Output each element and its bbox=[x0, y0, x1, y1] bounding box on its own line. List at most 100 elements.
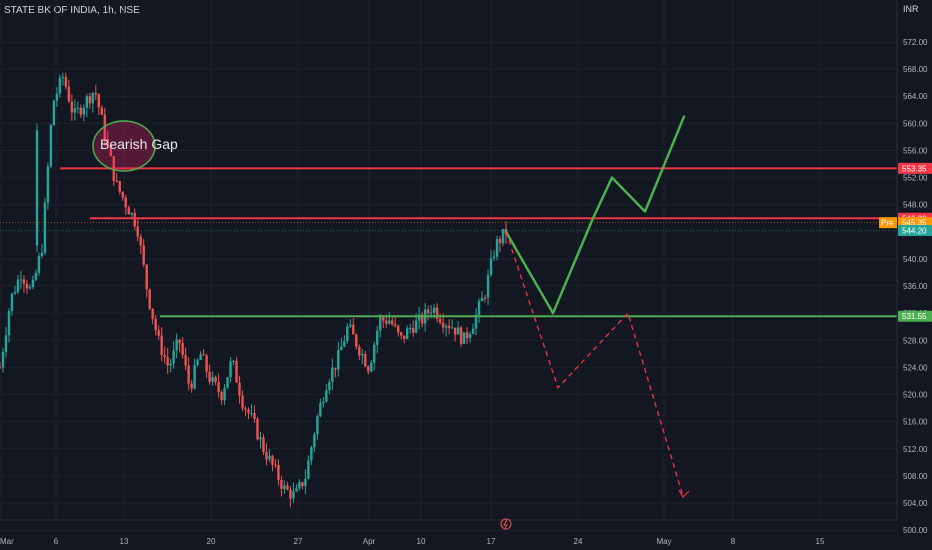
x-tick-label: 13 bbox=[120, 537, 129, 546]
candle bbox=[313, 431, 316, 453]
x-tick-label: May bbox=[656, 537, 671, 546]
y-tick-label: 516.00 bbox=[903, 418, 928, 427]
candle bbox=[286, 481, 289, 491]
candle bbox=[468, 331, 472, 343]
annotations: Bearish Gap bbox=[92, 120, 178, 172]
candle bbox=[465, 327, 469, 344]
x-tick-label: 8 bbox=[731, 537, 736, 546]
price-axis[interactable]: 500.00 504.00 508.00 512.00 516.00 520.00 524.… bbox=[0, 0, 928, 535]
candle bbox=[35, 123, 39, 253]
candle bbox=[459, 325, 463, 347]
symbol-label[interactable]: STATE BK OF INDIA, 1h, NSE bbox=[4, 5, 140, 16]
candle bbox=[370, 359, 373, 373]
candle bbox=[435, 303, 439, 323]
candle bbox=[94, 84, 98, 100]
candle bbox=[358, 344, 361, 361]
candle bbox=[115, 172, 118, 183]
candle bbox=[453, 327, 457, 342]
annotation-label: Bearish Gap bbox=[100, 136, 178, 152]
candle bbox=[109, 143, 112, 157]
candle bbox=[247, 407, 250, 420]
candle bbox=[145, 263, 148, 298]
candle bbox=[304, 469, 307, 494]
y-tick-label: 536.00 bbox=[903, 282, 928, 291]
candle bbox=[211, 371, 214, 386]
candle bbox=[178, 338, 181, 353]
candle bbox=[1, 347, 5, 373]
candle bbox=[91, 92, 95, 113]
candle bbox=[0, 362, 2, 369]
y-tick-label: 568.00 bbox=[903, 65, 928, 74]
candle bbox=[196, 358, 199, 367]
x-tick-label: Mar bbox=[0, 537, 14, 546]
candle bbox=[61, 72, 65, 86]
y-tick-label: 500.00 bbox=[903, 526, 928, 535]
candle bbox=[163, 346, 166, 364]
candle bbox=[79, 104, 83, 118]
candle bbox=[250, 403, 253, 417]
candle bbox=[100, 105, 103, 115]
candle bbox=[405, 325, 409, 340]
candle bbox=[271, 454, 274, 472]
candle bbox=[88, 92, 92, 109]
candle bbox=[268, 449, 271, 463]
price-badge-label: 553.35 bbox=[902, 164, 927, 173]
candle bbox=[40, 243, 44, 259]
candle bbox=[31, 275, 35, 290]
candle bbox=[253, 405, 256, 423]
candle bbox=[73, 99, 77, 121]
candle bbox=[82, 104, 86, 122]
candle bbox=[37, 252, 41, 277]
candle bbox=[28, 284, 32, 291]
candle bbox=[295, 484, 298, 493]
candle bbox=[151, 308, 154, 325]
candle bbox=[106, 131, 109, 148]
candle bbox=[25, 279, 29, 294]
candle bbox=[52, 99, 56, 126]
candle bbox=[214, 375, 217, 386]
candle bbox=[343, 335, 346, 348]
x-tick-label: 10 bbox=[417, 537, 426, 546]
x-tick-label: 6 bbox=[54, 537, 59, 546]
price-badge-label: 531.55 bbox=[902, 312, 927, 321]
candle bbox=[184, 347, 187, 371]
candle bbox=[477, 298, 481, 324]
candle bbox=[55, 87, 59, 107]
candle bbox=[118, 180, 121, 195]
candle bbox=[205, 353, 208, 378]
candle bbox=[229, 357, 232, 383]
bearish-gap-annotation[interactable]: Bearish Gap bbox=[92, 120, 178, 172]
candle bbox=[397, 324, 400, 337]
price-badge-label: 544.20 bbox=[902, 226, 927, 235]
candle bbox=[67, 79, 71, 103]
candle bbox=[265, 443, 268, 466]
candle bbox=[391, 316, 394, 327]
price-badge: 553.35 bbox=[898, 162, 932, 174]
candle bbox=[76, 101, 80, 114]
candle bbox=[447, 319, 451, 334]
y-tick-label: 508.00 bbox=[903, 472, 928, 481]
y-tick-label: 540.00 bbox=[903, 255, 928, 264]
candle bbox=[220, 390, 223, 405]
candle bbox=[169, 358, 172, 373]
candle bbox=[489, 249, 493, 278]
time-axis[interactable]: Mar 6 13 20 27 Apr 10 17 24 May 8 15 bbox=[0, 518, 825, 546]
price-badge-label: 545.35 bbox=[902, 219, 927, 228]
candle bbox=[480, 291, 484, 302]
candle bbox=[208, 364, 211, 385]
y-tick-label: 564.00 bbox=[903, 92, 928, 101]
candle bbox=[4, 326, 8, 358]
candle bbox=[483, 294, 487, 303]
candle bbox=[217, 373, 220, 398]
candle bbox=[346, 323, 349, 344]
candle bbox=[175, 333, 178, 359]
candle bbox=[58, 74, 62, 98]
earnings-bolt-icon[interactable] bbox=[500, 518, 512, 530]
candle bbox=[139, 233, 142, 254]
price-badge: 531.55 bbox=[898, 310, 932, 322]
candle bbox=[7, 308, 11, 343]
candle bbox=[190, 380, 193, 393]
y-tick-label: 572.00 bbox=[903, 38, 928, 47]
